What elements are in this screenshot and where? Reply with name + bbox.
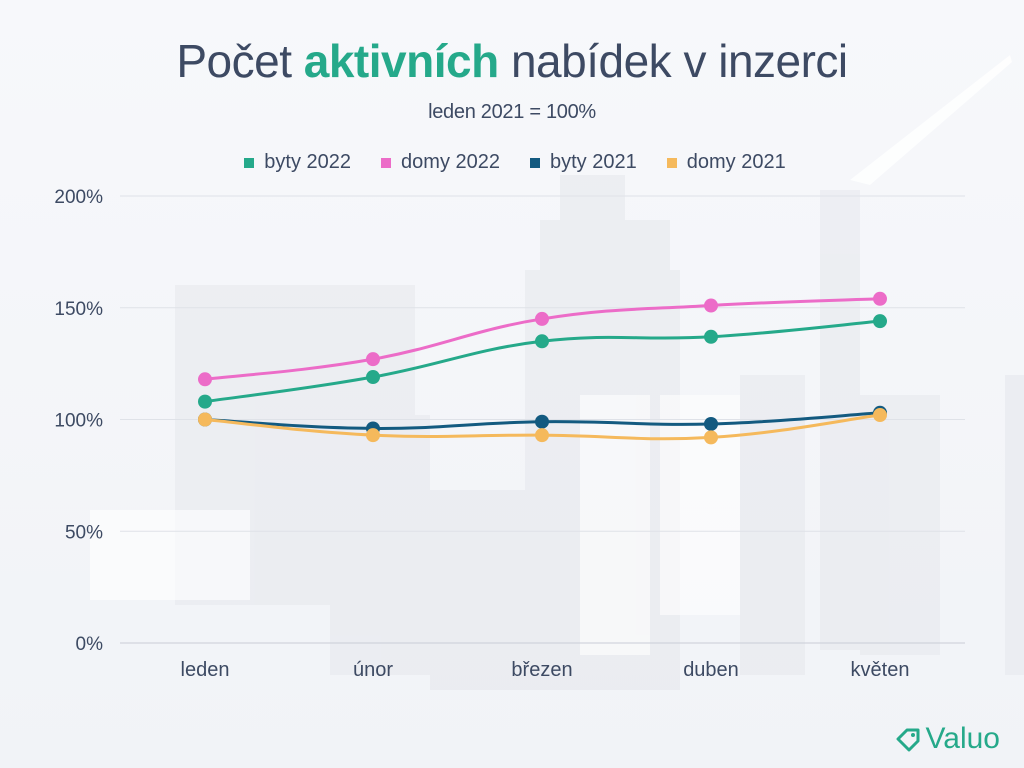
- series-line-byty-2022: [203, 319, 882, 404]
- legend-item-domy-2022: domy 2022: [375, 151, 500, 174]
- y-tick-label: 50%: [65, 522, 103, 543]
- price-tag-icon: [896, 728, 920, 752]
- data-point-domy-2021: [873, 408, 887, 423]
- data-point-domy-2021: [198, 412, 212, 427]
- data-point-byty-2022: [704, 329, 718, 344]
- data-point-byty-2022: [366, 370, 380, 385]
- data-point-byty-2022: [198, 394, 212, 409]
- legend-swatch-byty-2022: [244, 157, 255, 168]
- data-point-domy-2021: [366, 428, 380, 443]
- x-tick-label: květen: [851, 659, 910, 681]
- data-point-byty-2022: [873, 314, 887, 329]
- legend-label-byty-2021: byty 2021: [550, 151, 637, 173]
- legend-swatch-domy-2021: [666, 157, 677, 168]
- legend-swatch-byty-2021: [530, 157, 540, 168]
- x-tick-label: březen: [511, 659, 572, 681]
- logo-text: Valuo: [925, 722, 1000, 755]
- data-point-domy-2022: [198, 372, 212, 387]
- x-tick-label: únor: [353, 659, 393, 681]
- legend-label-byty-2022: byty 2022: [264, 151, 352, 173]
- legend-label-domy-2022: domy 2022: [401, 151, 500, 173]
- valuo-logo: Valuo: [895, 722, 1000, 756]
- legend-item-byty-2021: byty 2021: [524, 151, 637, 174]
- chart-title: Počet aktivních nabídek v inzerci: [0, 34, 1024, 88]
- legend-label-domy-2021: domy 2021: [686, 151, 786, 173]
- x-tick-label: leden: [181, 659, 230, 681]
- y-tick-label: 100%: [54, 411, 103, 432]
- y-tick-label: 150%: [54, 299, 103, 320]
- data-point-domy-2022: [535, 311, 549, 326]
- chart-title-part1: Počet: [176, 35, 304, 87]
- data-point-domy-2022: [704, 298, 718, 313]
- data-point-byty-2021: [535, 414, 549, 429]
- data-point-byty-2022: [535, 334, 549, 349]
- data-point-domy-2021: [704, 430, 718, 445]
- legend-swatch-domy-2022: [381, 157, 392, 168]
- legend-item-domy-2021: domy 2021: [661, 151, 786, 174]
- chart-subtitle: leden 2021 = 100%: [428, 101, 596, 123]
- data-point-domy-2021: [535, 428, 549, 443]
- chart-title-accent: aktivních: [303, 35, 499, 87]
- data-point-byty-2021: [704, 416, 718, 431]
- chart-title-part2: nabídek v inzerci: [498, 35, 848, 87]
- y-tick-label: 200%: [54, 187, 103, 208]
- x-tick-label: duben: [683, 659, 739, 681]
- chart-legend: byty 2022 domy 2022 byty 2021 domy 2021: [0, 151, 1024, 174]
- data-point-domy-2022: [366, 352, 380, 367]
- data-point-domy-2022: [873, 291, 887, 306]
- legend-item-byty-2022: byty 2022: [238, 151, 351, 174]
- y-tick-label: 0%: [76, 634, 104, 655]
